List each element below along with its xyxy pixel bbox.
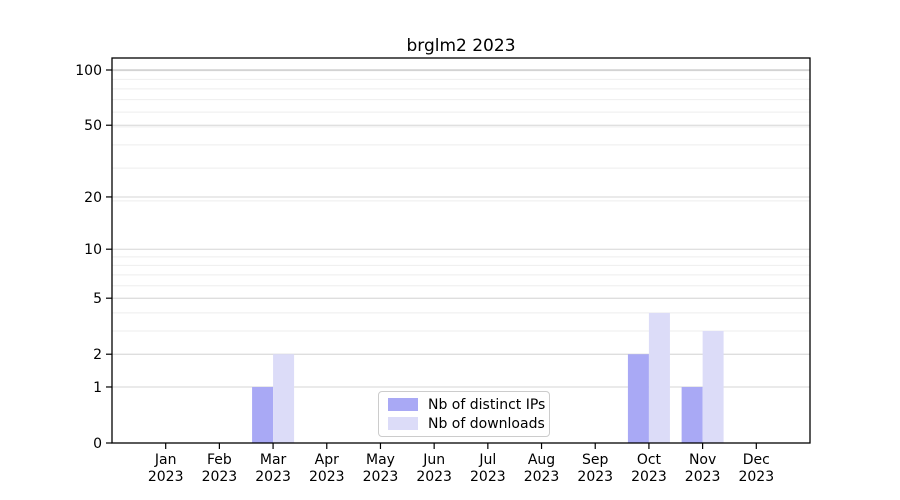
bar-downloads [648, 312, 670, 443]
bar-downloads [273, 354, 295, 443]
y-tick-label: 1 [93, 380, 102, 396]
x-tick-label-year: 2023 [524, 469, 560, 485]
x-tick-label-year: 2023 [577, 469, 613, 485]
legend-item-downloads: Nb of downloads [388, 416, 545, 432]
legend-label-distinct-ips: Nb of distinct IPs [428, 396, 546, 413]
x-tick-label-month: Jan [154, 452, 177, 468]
x-tick-label-month: Jun [422, 452, 445, 468]
bar-distinct-ips [252, 386, 274, 443]
y-tick-label: 2 [93, 347, 102, 363]
legend-swatch-distinct-ips [388, 398, 418, 411]
x-tick-label-year: 2023 [738, 469, 774, 485]
x-tick-label-month: Nov [689, 452, 716, 468]
y-tick-label: 0 [93, 436, 102, 452]
x-tick-label-month: Apr [315, 452, 339, 468]
legend-swatch-downloads [388, 417, 418, 430]
legend: Nb of distinct IPs Nb of downloads [378, 391, 550, 437]
x-tick-label-month: May [366, 452, 395, 468]
x-tick-label-year: 2023 [631, 469, 667, 485]
x-tick-label-month: Aug [528, 452, 555, 468]
bar-downloads [702, 330, 724, 443]
x-tick-label-year: 2023 [470, 469, 506, 485]
bar-distinct-ips [627, 354, 649, 443]
x-tick-label-year: 2023 [255, 469, 291, 485]
chart-title: brglm2 2023 [406, 36, 516, 56]
legend-item-distinct-ips: Nb of distinct IPs [388, 397, 545, 413]
x-tick-label-year: 2023 [309, 469, 345, 485]
x-tick-label-month: Jul [478, 452, 496, 468]
x-tick-label-year: 2023 [685, 469, 721, 485]
bar-distinct-ips [681, 386, 703, 443]
y-tick-label: 5 [93, 291, 102, 307]
x-tick-label-month: Feb [207, 452, 232, 468]
x-tick-label-month: Sep [582, 452, 609, 468]
y-tick-label: 50 [84, 118, 102, 134]
legend-label-downloads: Nb of downloads [428, 415, 545, 432]
x-tick-label-month: Mar [260, 452, 287, 468]
x-tick-label-month: Oct [637, 452, 662, 468]
x-tick-label-year: 2023 [202, 469, 238, 485]
y-tick-label: 20 [84, 190, 102, 206]
y-tick-label: 100 [75, 63, 102, 79]
x-tick-label-month: Dec [743, 452, 770, 468]
x-tick-label-year: 2023 [363, 469, 399, 485]
x-tick-label-year: 2023 [416, 469, 452, 485]
plot-border [111, 57, 811, 444]
y-tick-label: 10 [84, 242, 102, 258]
x-tick-label-year: 2023 [148, 469, 184, 485]
